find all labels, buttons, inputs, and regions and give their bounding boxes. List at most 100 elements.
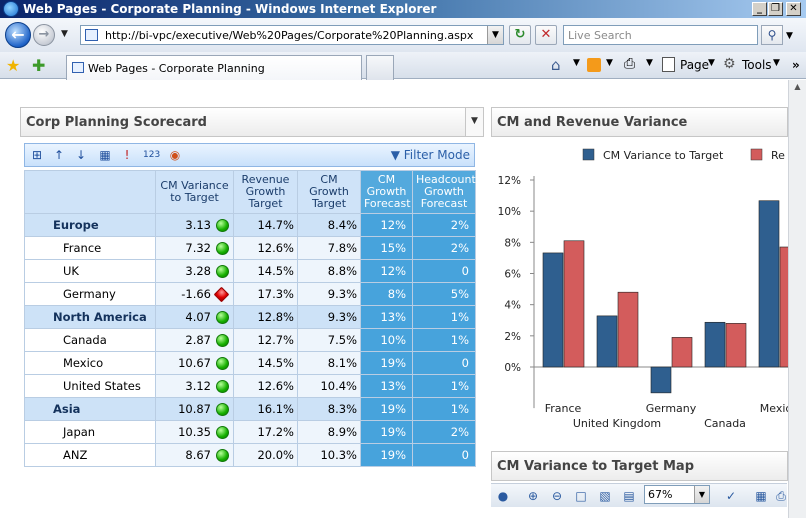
row-name-value: Japan (63, 425, 96, 439)
cm-growth-forecast-cell-value: 13% (380, 310, 406, 324)
favorites-star-icon[interactable]: ★ (6, 56, 21, 75)
row-name: Japan (24, 420, 156, 444)
close-button[interactable]: ✕ (786, 2, 801, 16)
region-row[interactable]: Europe 3.13 14.7% 8.4% 12% 2% (24, 213, 476, 237)
address-dropdown-icon[interactable]: ▼ (487, 26, 503, 44)
zoom-in-icon[interactable]: ⊕ (527, 489, 539, 503)
header-cm-growth-target[interactable]: CM Growth Target (297, 170, 361, 214)
home-icon[interactable]: ⌂ (551, 56, 561, 74)
cm-growth-forecast-cell: 12% (360, 213, 413, 237)
y-tick-label: 8% (504, 237, 521, 249)
region-row[interactable]: Asia 10.87 16.1% 8.3% 19% 1% (24, 397, 476, 421)
tools-menu[interactable]: Tools (742, 58, 772, 72)
chevron-more-icon[interactable]: » (792, 58, 800, 72)
red-diamond-status-icon (213, 286, 230, 303)
globe-icon[interactable]: ● (497, 489, 509, 503)
grid-view-icon[interactable]: ▦ (99, 148, 111, 162)
region-row[interactable]: North America 4.07 12.8% 9.3% 13% 1% (24, 305, 476, 329)
window-title-bar[interactable]: Web Pages - Corporate Planning - Windows… (0, 0, 806, 18)
search-input[interactable]: Live Search (563, 25, 758, 45)
cm-growth-forecast-cell-value: 19% (380, 402, 406, 416)
row-name-value: North America (53, 310, 147, 324)
table-row[interactable]: France 7.32 12.6% 7.8% 15% 2% (24, 236, 476, 260)
page-menu[interactable]: Page (680, 58, 710, 72)
stop-button[interactable]: ✕ (535, 25, 557, 45)
table-row[interactable]: UK 3.28 14.5% 8.8% 12% 0 (24, 259, 476, 283)
minimize-button[interactable]: _ (752, 2, 767, 16)
search-icon[interactable]: ⚲ (761, 25, 783, 45)
feeds-icon[interactable] (587, 58, 601, 72)
revenue-growth-cell: 17.3% (233, 282, 298, 306)
cm-growth-forecast-cell: 19% (360, 420, 413, 444)
cm-growth-forecast-cell: 19% (360, 443, 413, 467)
cm-growth-target-cell: 7.5% (297, 328, 361, 352)
row-name: United States (24, 374, 156, 398)
vertical-scrollbar[interactable]: ▲ (788, 80, 806, 518)
page-icon-command (662, 57, 675, 72)
zoom-select[interactable]: 67% ▼ (644, 485, 710, 504)
row-name: France (24, 236, 156, 260)
zoom-out-icon[interactable]: ⊖ (551, 489, 563, 503)
print-dropdown-icon[interactable]: ▼ (646, 58, 653, 68)
revenue-growth-cell-value: 12.7% (257, 333, 294, 347)
address-bar[interactable]: http://bi-vpc/executive/Web%20Pages/Corp… (80, 25, 504, 45)
green-circle-status-icon (216, 380, 229, 393)
two-page-view-icon[interactable]: ▧ (599, 489, 611, 503)
y-tick-label: 2% (504, 331, 521, 343)
header-revenue-growth-target[interactable]: Revenue Growth Target (233, 170, 298, 214)
headcount-forecast-cell: 1% (412, 305, 476, 329)
print-map-icon[interactable]: ⎙ (776, 489, 786, 503)
restore-button[interactable]: ❐ (768, 2, 783, 16)
add-favorites-icon[interactable]: ✚ (32, 56, 46, 75)
address-url[interactable]: http://bi-vpc/executive/Web%20Pages/Corp… (105, 29, 474, 42)
page-view-icon[interactable]: □ (575, 489, 587, 503)
table-row[interactable]: United States 3.12 12.6% 10.4% 13% 1% (24, 374, 476, 398)
export-icon[interactable]: ◉ (169, 148, 181, 162)
table-row[interactable]: ANZ 8.67 20.0% 10.3% 19% 0 (24, 443, 476, 467)
home-dropdown-icon[interactable]: ▼ (573, 58, 580, 68)
bar-germany-s0 (650, 366, 672, 394)
header-headcount-growth-forecast[interactable]: Headcount Growth Forecast (412, 170, 476, 214)
expand-icon[interactable]: ⊞ (31, 148, 43, 162)
forward-button[interactable]: → (33, 24, 55, 46)
sort-descending-icon[interactable]: ↓ (75, 148, 87, 162)
scorecard-menu-dropdown-icon[interactable]: ▼ (465, 108, 483, 136)
table-row[interactable]: Mexico 10.67 14.5% 8.1% 19% 0 (24, 351, 476, 375)
feeds-dropdown-icon[interactable]: ▼ (606, 58, 613, 68)
green-circle-status-icon (216, 311, 229, 324)
number-format-icon[interactable]: 123 (143, 150, 161, 160)
fit-page-icon[interactable]: ▤ (623, 489, 635, 503)
sort-ascending-icon[interactable]: ↑ (53, 148, 65, 162)
page-dropdown-icon[interactable]: ▼ (708, 58, 715, 68)
alert-icon[interactable]: ! (124, 148, 130, 162)
print-icon[interactable]: ⎙ (624, 56, 636, 72)
table-row[interactable]: Japan 10.35 17.2% 8.9% 19% 2% (24, 420, 476, 444)
header-cm-growth-forecast[interactable]: CM Growth Forecast (360, 170, 413, 214)
zoom-dropdown-icon[interactable]: ▼ (694, 486, 709, 503)
cm-variance-cell-value: -1.66 (181, 287, 211, 301)
new-tab-button[interactable] (366, 55, 394, 80)
export-map-icon[interactable]: ▦ (755, 489, 767, 503)
tools-dropdown-icon[interactable]: ▼ (773, 58, 780, 68)
recent-pages-dropdown-icon[interactable]: ▼ (61, 29, 68, 39)
filter-mode-button[interactable]: ▼ Filter Mode (391, 148, 470, 162)
cm-variance-cell-value: 8.67 (185, 448, 211, 462)
header-cm-variance[interactable]: CM Variance to Target (155, 170, 234, 214)
window-title: Web Pages - Corporate Planning - Windows… (23, 2, 437, 16)
table-row[interactable]: Germany -1.66 17.3% 9.3% 8% 5% (24, 282, 476, 306)
tab-corporate-planning[interactable]: Web Pages - Corporate Planning (66, 55, 362, 80)
x-tick-label: Germany (646, 402, 697, 415)
cm-growth-forecast-cell-value: 19% (380, 425, 406, 439)
search-options-dropdown-icon[interactable]: ▼ (786, 31, 793, 41)
scroll-up-icon[interactable]: ▲ (794, 82, 801, 91)
back-button[interactable]: ← (5, 22, 31, 48)
table-row[interactable]: Canada 2.87 12.7% 7.5% 10% 1% (24, 328, 476, 352)
revenue-growth-cell: 12.8% (233, 305, 298, 329)
cm-growth-target-cell: 9.3% (297, 282, 361, 306)
bar-germany-s1 (671, 337, 693, 368)
select-tool-icon[interactable]: ✓ (725, 489, 737, 503)
headcount-forecast-cell-value: 1% (450, 310, 469, 324)
refresh-button[interactable]: ↻ (509, 25, 531, 45)
cm-growth-target-cell-value: 8.4% (327, 218, 357, 232)
cm-growth-forecast-cell-value: 13% (380, 379, 406, 393)
